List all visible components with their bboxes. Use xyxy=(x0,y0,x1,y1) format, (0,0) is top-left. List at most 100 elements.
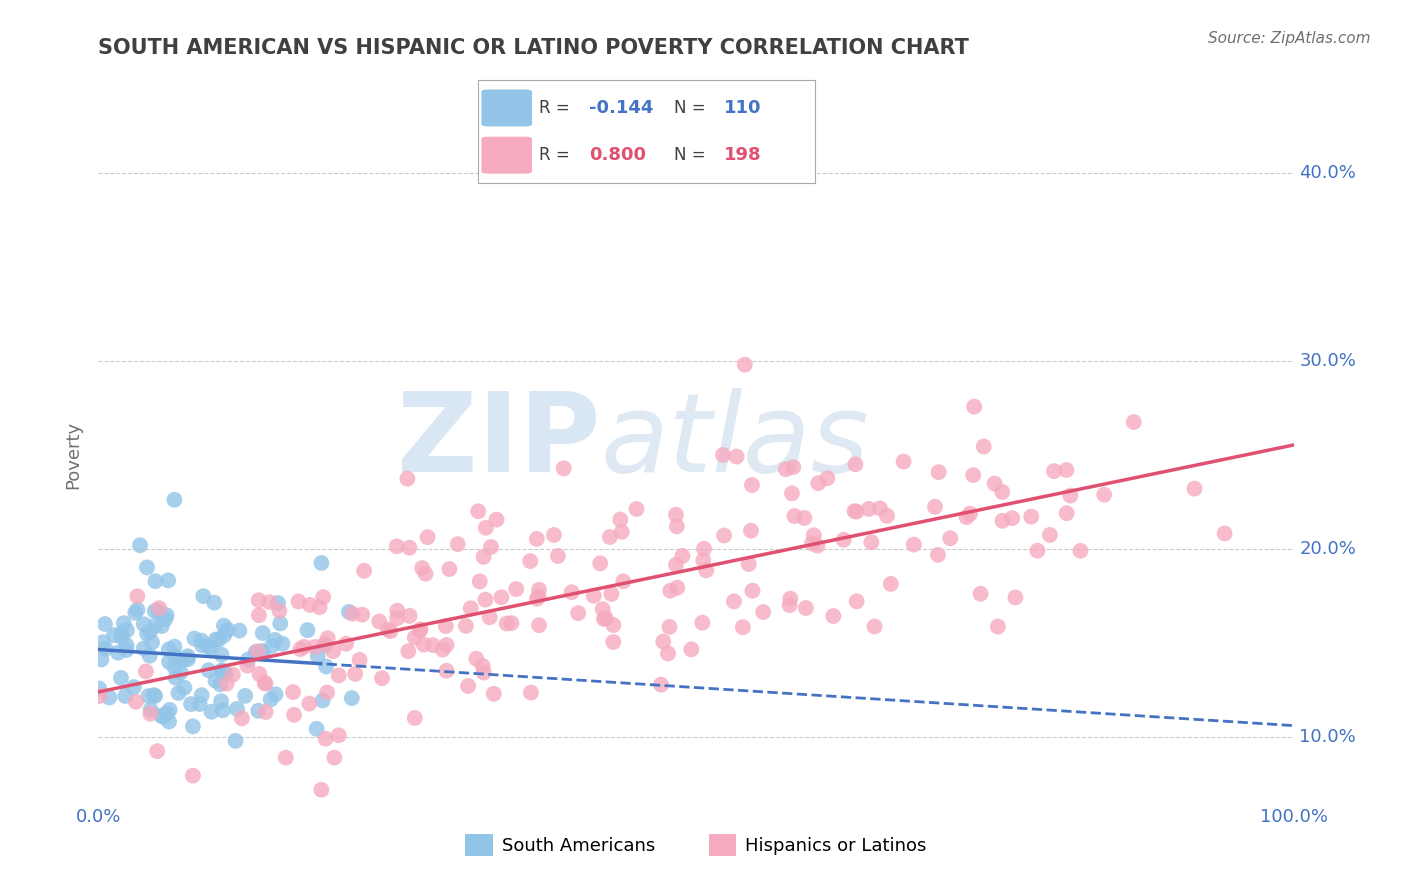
Point xyxy=(340,691,363,706)
Point xyxy=(245,645,267,659)
Point xyxy=(254,705,277,719)
Point xyxy=(652,634,675,648)
Point xyxy=(225,734,247,748)
Point xyxy=(1122,415,1144,429)
Point xyxy=(308,600,330,615)
Point xyxy=(141,635,163,649)
Point xyxy=(409,624,432,638)
Point xyxy=(589,557,612,571)
Point xyxy=(595,611,617,625)
Point xyxy=(165,671,187,685)
Point xyxy=(139,624,162,638)
Y-axis label: Poverty: Poverty xyxy=(65,421,83,489)
Point xyxy=(172,654,194,668)
Point xyxy=(138,648,160,663)
Point xyxy=(110,626,132,640)
Point xyxy=(404,711,426,725)
Point xyxy=(238,652,260,666)
Point xyxy=(163,640,186,654)
Point xyxy=(202,596,225,610)
Point xyxy=(543,528,565,542)
Point xyxy=(312,590,335,604)
Point xyxy=(412,638,434,652)
Point xyxy=(924,500,946,514)
Point xyxy=(209,694,232,708)
Point xyxy=(692,553,714,567)
Point xyxy=(190,633,212,648)
Point xyxy=(457,679,479,693)
Point xyxy=(823,609,845,624)
Point xyxy=(163,660,186,674)
Point xyxy=(311,556,333,570)
Point xyxy=(136,626,159,640)
Point xyxy=(681,642,703,657)
Point xyxy=(860,535,883,549)
Point xyxy=(307,648,329,663)
Point xyxy=(844,504,866,518)
Point xyxy=(181,719,204,733)
Point xyxy=(352,607,374,622)
Point xyxy=(775,462,797,476)
Point xyxy=(495,616,517,631)
Point xyxy=(148,601,170,615)
Point xyxy=(1059,489,1081,503)
Point xyxy=(269,604,291,618)
Point xyxy=(111,631,134,645)
Point xyxy=(567,606,589,620)
Point xyxy=(1019,509,1042,524)
Point xyxy=(863,619,886,633)
Point xyxy=(181,769,204,783)
Text: 30.0%: 30.0% xyxy=(1299,352,1357,370)
Point xyxy=(269,616,291,631)
Point xyxy=(335,637,357,651)
Point xyxy=(845,594,868,608)
Point xyxy=(312,693,335,707)
Point xyxy=(274,750,297,764)
Point xyxy=(157,714,180,729)
Point xyxy=(90,652,112,666)
FancyBboxPatch shape xyxy=(481,89,531,127)
Point xyxy=(505,582,527,596)
Point xyxy=(236,658,259,673)
Point xyxy=(139,706,162,721)
Point xyxy=(501,616,523,631)
Point xyxy=(903,538,925,552)
Text: 20.0%: 20.0% xyxy=(1299,540,1357,558)
Point xyxy=(411,561,433,575)
Point xyxy=(553,461,575,475)
Point xyxy=(337,605,360,619)
Point xyxy=(264,687,287,701)
Point xyxy=(1092,488,1115,502)
Point xyxy=(845,504,868,518)
Point xyxy=(609,512,631,526)
Point xyxy=(436,638,458,652)
Point xyxy=(447,537,470,551)
Point xyxy=(349,653,371,667)
Point xyxy=(290,642,312,657)
Point xyxy=(156,608,179,623)
Point xyxy=(415,566,437,581)
Point xyxy=(150,619,173,633)
Point xyxy=(188,697,211,711)
Point xyxy=(1054,463,1077,477)
Point xyxy=(599,530,621,544)
Point xyxy=(991,485,1014,500)
Text: 40.0%: 40.0% xyxy=(1299,164,1357,182)
Point xyxy=(928,465,950,479)
Point xyxy=(741,583,763,598)
Point xyxy=(665,519,688,533)
Point xyxy=(582,589,605,603)
Point xyxy=(844,458,866,472)
Point xyxy=(969,587,991,601)
Point xyxy=(467,504,489,518)
Point xyxy=(600,587,623,601)
Point xyxy=(398,608,420,623)
Point xyxy=(152,709,174,723)
Point xyxy=(782,460,804,475)
Point xyxy=(215,676,238,690)
Point xyxy=(713,528,735,542)
Point xyxy=(526,532,548,546)
Point xyxy=(110,671,132,685)
Point xyxy=(311,782,333,797)
Point xyxy=(803,528,825,542)
